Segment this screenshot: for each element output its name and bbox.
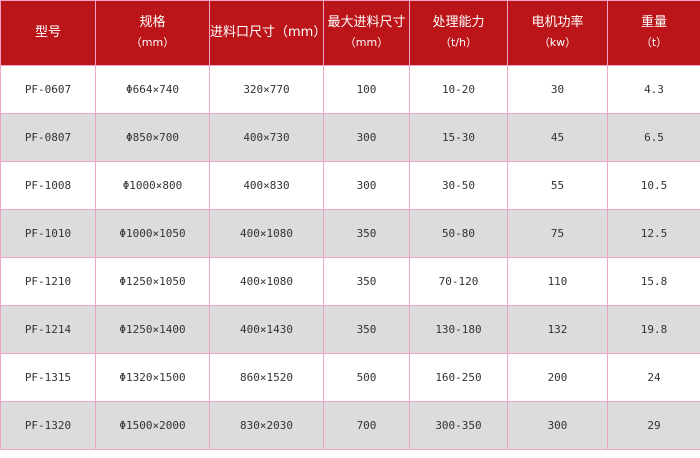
cell-feed-opening: 860×1520	[209, 353, 324, 402]
cell-max-feed-size: 500	[323, 353, 410, 402]
cell-spec: Φ1000×800	[95, 161, 210, 210]
header-max-feed-size: 最大进料尺寸 （mm）	[323, 0, 410, 66]
cell-weight: 15.8	[607, 257, 700, 306]
cell-feed-opening: 400×1080	[209, 257, 324, 306]
cell-max-feed-size: 700	[323, 401, 410, 450]
header-unit: （t）	[640, 36, 668, 49]
cell-model: PF-0607	[0, 65, 96, 114]
table-row: PF-1214 Φ1250×1400 400×1430 350 130-180 132 19…	[0, 305, 700, 354]
header-label: 最大进料尺寸	[327, 15, 406, 30]
cell-model: PF-1010	[0, 209, 96, 258]
table-row: PF-1210 Φ1250×1050 400×1080 350 70-120 110 15.…	[0, 257, 700, 306]
cell-model: PF-1210	[0, 257, 96, 306]
table-row: PF-1008 Φ1000×800 400×830 300 30-50 55 10.5	[0, 161, 700, 210]
cell-motor-power: 75	[507, 209, 608, 258]
header-label: 重量	[640, 15, 667, 30]
table-row: PF-1320 Φ1500×2000 830×2030 700 300-350 300 29	[0, 401, 700, 450]
cell-max-feed-size: 100	[323, 65, 410, 114]
header-spec: 规格 （mm）	[95, 0, 210, 66]
cell-motor-power: 300	[507, 401, 608, 450]
cell-motor-power: 110	[507, 257, 608, 306]
cell-capacity: 130-180	[409, 305, 508, 354]
cell-motor-power: 132	[507, 305, 608, 354]
cell-motor-power: 30	[507, 65, 608, 114]
header-label: 进料口尺寸（mm）	[210, 25, 327, 40]
cell-capacity: 160-250	[409, 353, 508, 402]
cell-max-feed-size: 350	[323, 257, 410, 306]
cell-capacity: 300-350	[409, 401, 508, 450]
header-weight: 重量 （t）	[607, 0, 700, 66]
cell-spec: Φ1000×1050	[95, 209, 210, 258]
table-row: PF-1315 Φ1320×1500 860×1520 500 160-250 200 24	[0, 353, 700, 402]
cell-motor-power: 55	[507, 161, 608, 210]
table-row: PF-0807 Φ850×700 400×730 300 15-30 45 6.5	[0, 113, 700, 162]
cell-weight: 6.5	[607, 113, 700, 162]
header-feed-opening: 进料口尺寸（mm）	[209, 0, 327, 66]
cell-spec: Φ1250×1400	[95, 305, 210, 354]
cell-spec: Φ850×700	[95, 113, 210, 162]
cell-weight: 4.3	[607, 65, 700, 114]
cell-feed-opening: 830×2030	[209, 401, 324, 450]
cell-model: PF-1315	[0, 353, 96, 402]
cell-feed-opening: 400×730	[209, 113, 324, 162]
cell-motor-power: 200	[507, 353, 608, 402]
header-unit: （t/h）	[440, 36, 477, 49]
cell-weight: 10.5	[607, 161, 700, 210]
cell-max-feed-size: 350	[323, 209, 410, 258]
table-row: PF-1010 Φ1000×1050 400×1080 350 50-80 75 12.5	[0, 209, 700, 258]
cell-max-feed-size: 300	[323, 161, 410, 210]
cell-capacity: 15-30	[409, 113, 508, 162]
header-unit: （kw）	[538, 36, 577, 49]
header-unit: （mm）	[344, 36, 389, 49]
cell-weight: 12.5	[607, 209, 700, 258]
cell-spec: Φ1250×1050	[95, 257, 210, 306]
cell-weight: 19.8	[607, 305, 700, 354]
header-label: 型号	[34, 25, 61, 40]
cell-model: PF-1214	[0, 305, 96, 354]
cell-model: PF-1320	[0, 401, 96, 450]
header-motor-power: 电机功率 （kw）	[507, 0, 608, 66]
cell-weight: 24	[607, 353, 700, 402]
cell-model: PF-1008	[0, 161, 96, 210]
cell-feed-opening: 400×1430	[209, 305, 324, 354]
cell-model: PF-0807	[0, 113, 96, 162]
cell-feed-opening: 400×1080	[209, 209, 324, 258]
cell-spec: Φ1500×2000	[95, 401, 210, 450]
header-unit: （mm）	[130, 36, 175, 49]
header-label: 电机功率	[531, 15, 584, 30]
cell-spec: Φ1320×1500	[95, 353, 210, 402]
cell-max-feed-size: 300	[323, 113, 410, 162]
header-row: 型号 规格 （mm） 进料口尺寸（mm） 最大进料尺寸 （mm） 处理能力 （t/h） 电机功率…	[0, 0, 700, 66]
cell-max-feed-size: 350	[323, 305, 410, 354]
table-row: PF-0607 Φ664×740 320×770 100 10-20 30 4.3	[0, 65, 700, 114]
header-model: 型号	[0, 0, 96, 66]
cell-motor-power: 45	[507, 113, 608, 162]
cell-weight: 29	[607, 401, 700, 450]
cell-feed-opening: 320×770	[209, 65, 324, 114]
cell-capacity: 30-50	[409, 161, 508, 210]
cell-spec: Φ664×740	[95, 65, 210, 114]
cell-capacity: 50-80	[409, 209, 508, 258]
cell-capacity: 10-20	[409, 65, 508, 114]
header-label: 规格	[139, 15, 166, 30]
cell-capacity: 70-120	[409, 257, 508, 306]
header-label: 处理能力	[432, 15, 485, 30]
cell-feed-opening: 400×830	[209, 161, 324, 210]
header-capacity: 处理能力 （t/h）	[409, 0, 508, 66]
